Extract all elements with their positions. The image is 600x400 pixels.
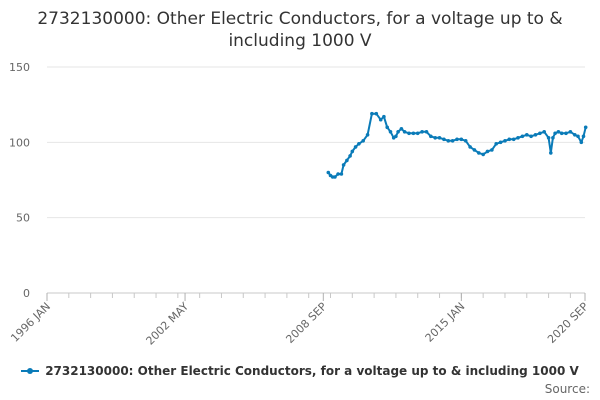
data-point[interactable] <box>525 133 529 137</box>
data-point[interactable] <box>529 134 533 139</box>
x-tick-label: 2008 SEP <box>283 300 329 346</box>
data-point[interactable] <box>333 175 337 179</box>
data-point[interactable] <box>361 139 366 143</box>
data-point[interactable] <box>378 117 383 122</box>
data-point[interactable] <box>374 111 379 116</box>
data-point[interactable] <box>490 148 494 152</box>
x-tick-label: 2020 SEP <box>545 300 591 346</box>
data-point[interactable] <box>546 136 551 140</box>
data-point[interactable] <box>549 151 553 155</box>
data-point[interactable] <box>477 151 481 155</box>
y-tick-label: 50 <box>16 212 30 225</box>
data-point[interactable] <box>579 140 584 145</box>
data-point[interactable] <box>382 114 386 119</box>
source-label: Source: <box>544 382 590 396</box>
y-tick-label: 0 <box>23 287 30 300</box>
data-point[interactable] <box>357 142 361 146</box>
data-point[interactable] <box>394 134 398 139</box>
data-point[interactable] <box>341 163 346 167</box>
data-point[interactable] <box>481 152 486 157</box>
data-point[interactable] <box>450 139 455 143</box>
x-tick-label: 2015 JAN <box>423 300 468 345</box>
data-point[interactable] <box>370 111 374 116</box>
data-point[interactable] <box>485 149 490 154</box>
series-line[interactable] <box>327 112 587 178</box>
data-point[interactable] <box>446 139 451 143</box>
data-point[interactable] <box>533 133 538 137</box>
data-point[interactable] <box>339 172 344 176</box>
data-point[interactable] <box>551 136 555 140</box>
data-point[interactable] <box>420 130 424 134</box>
data-point[interactable] <box>415 131 420 136</box>
data-point[interactable] <box>564 131 568 136</box>
data-point[interactable] <box>573 133 577 137</box>
data-point[interactable] <box>424 130 429 134</box>
data-point[interactable] <box>503 139 507 143</box>
x-axis <box>46 293 571 298</box>
data-point[interactable] <box>429 134 433 139</box>
series-layer <box>326 111 588 179</box>
data-point[interactable] <box>388 130 393 134</box>
data-point[interactable] <box>507 137 512 142</box>
x-axis-ticks: 1996 JAN 2002 MAY 2008 SEP 2015 JAN 2020 SEP <box>8 293 591 348</box>
data-point[interactable] <box>433 136 438 140</box>
data-point[interactable] <box>350 149 355 154</box>
data-point[interactable] <box>437 136 442 140</box>
data-point[interactable] <box>402 130 407 134</box>
data-point[interactable] <box>472 148 477 152</box>
data-point[interactable] <box>326 170 331 175</box>
x-tick-label: 1996 JAN <box>8 300 53 345</box>
data-point[interactable] <box>498 140 503 145</box>
legend-marker-icon <box>21 368 40 374</box>
y-axis-ticks: 0 50 100 150 <box>9 61 30 300</box>
data-point[interactable] <box>348 154 352 158</box>
data-point[interactable] <box>407 131 411 136</box>
data-point[interactable] <box>511 137 516 142</box>
legend[interactable]: 2732130000: Other Electric Conductors, f… <box>0 364 600 378</box>
data-point[interactable] <box>583 125 588 130</box>
data-point[interactable] <box>581 134 586 139</box>
data-point[interactable] <box>494 142 499 146</box>
data-point[interactable] <box>442 137 446 142</box>
y-tick-label: 150 <box>9 61 30 74</box>
data-point[interactable] <box>568 130 573 134</box>
data-point[interactable] <box>411 131 416 136</box>
data-point[interactable] <box>559 131 564 136</box>
data-point[interactable] <box>365 133 370 137</box>
data-point[interactable] <box>556 130 561 134</box>
data-point[interactable] <box>459 137 464 142</box>
data-point[interactable] <box>399 127 404 131</box>
legend-label: 2732130000: Other Electric Conductors, f… <box>45 364 579 378</box>
data-point[interactable] <box>553 131 557 136</box>
data-point[interactable] <box>345 158 349 163</box>
grid-lines <box>47 66 585 294</box>
data-point[interactable] <box>463 139 468 143</box>
data-point[interactable] <box>576 134 580 139</box>
data-point[interactable] <box>542 130 546 134</box>
data-point[interactable] <box>538 131 542 136</box>
data-point[interactable] <box>455 137 459 142</box>
data-point[interactable] <box>468 145 472 149</box>
y-tick-label: 100 <box>9 136 30 149</box>
chart-title: 2732130000: Other Electric Conductors, f… <box>37 9 563 51</box>
data-point[interactable] <box>353 145 358 149</box>
data-point[interactable] <box>520 134 525 139</box>
x-tick-label: 2002 MAY <box>144 300 192 348</box>
data-point[interactable] <box>516 136 520 140</box>
data-point[interactable] <box>336 172 340 176</box>
data-point[interactable] <box>396 130 400 134</box>
data-point[interactable] <box>385 125 390 130</box>
